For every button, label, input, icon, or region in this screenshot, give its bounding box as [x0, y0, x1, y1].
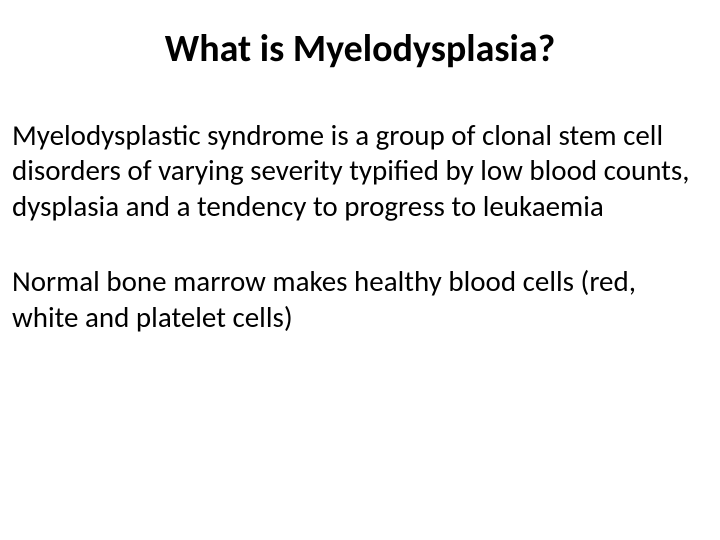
slide-title: What is Myelodysplasia? [12, 26, 708, 72]
paragraph-2: Normal bone marrow makes healthy blood c… [12, 264, 708, 335]
paragraph-1: Myelodysplastic syndrome is a group of c… [12, 118, 708, 224]
slide-container: What is Myelodysplasia? Myelodysplastic … [0, 0, 720, 540]
